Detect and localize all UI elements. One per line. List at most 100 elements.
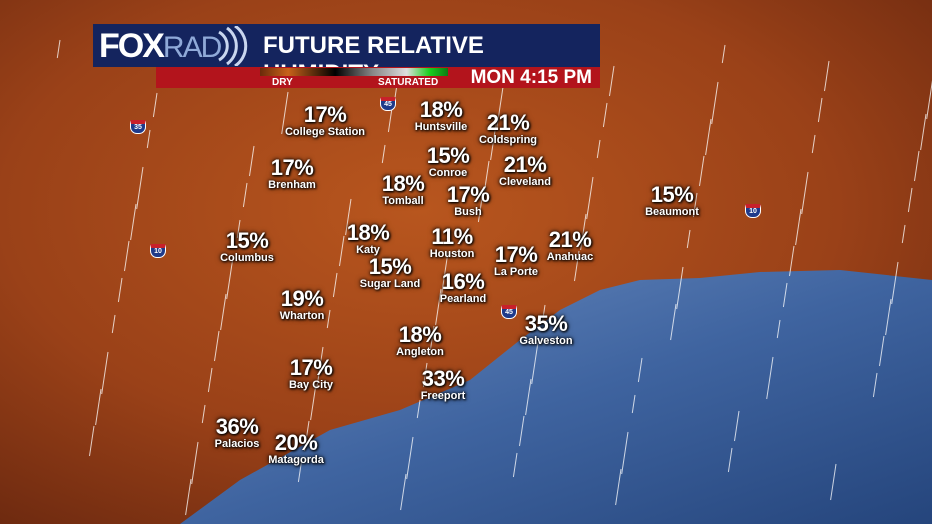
wind-arrows: [56, 39, 932, 516]
wind-arrow: [692, 192, 698, 218]
city-label: 15% Sugar Land: [360, 256, 421, 290]
city-name: Anahuac: [546, 251, 594, 263]
wind-arrow: [907, 187, 913, 213]
wind-arrow: [326, 309, 331, 329]
city-label: 15% Beaumont: [645, 184, 699, 218]
wind-arrow: [541, 304, 546, 324]
city-label: 11% Houston: [430, 226, 475, 260]
humidity-value: 15%: [650, 182, 694, 207]
wind-arrow: [441, 251, 449, 295]
city-name: Wharton: [279, 310, 325, 322]
city-name: Conroe: [428, 167, 468, 179]
city-name: Coldspring: [478, 134, 538, 146]
city-name: Sugar Land: [359, 278, 421, 290]
foxrad-logo: FOXRAD: [99, 27, 222, 65]
gulf-water: [180, 270, 932, 524]
humidity-value: 21%: [503, 152, 547, 177]
wind-arrow: [152, 92, 158, 118]
wind-arrow: [429, 325, 435, 357]
humidity-value: 21%: [486, 110, 530, 135]
city-label: 21% Cleveland: [499, 154, 551, 188]
radar-rings-icon: [218, 26, 248, 66]
wind-arrow: [519, 415, 525, 447]
wind-arrow: [705, 118, 712, 156]
humidity-value: 21%: [548, 227, 592, 252]
city-label: 18% Huntsville: [415, 99, 468, 133]
wind-arrow: [406, 436, 414, 480]
forecast-time: MON 4:15 PM: [470, 67, 592, 88]
city-label: 18% Katy: [347, 222, 390, 256]
wind-arrow: [914, 150, 920, 182]
wind-arrow: [310, 383, 317, 421]
wind-arrow: [124, 240, 130, 272]
wind-arrow: [872, 372, 878, 398]
wind-arrow: [609, 65, 615, 97]
city-label: 15% Columbus: [220, 230, 274, 264]
wind-arrow: [699, 155, 705, 187]
city-name: Cleveland: [499, 176, 551, 188]
wind-arrow: [101, 351, 109, 395]
wind-arrow: [891, 261, 899, 305]
city-label: 17% Brenham: [268, 157, 316, 191]
wind-arrow: [220, 293, 227, 331]
city-name: La Porte: [493, 266, 539, 278]
wind-arrow: [670, 303, 677, 341]
humidity-value: 18%: [398, 322, 442, 347]
interstate-shield-icon: 10: [745, 204, 761, 218]
wind-arrow: [316, 346, 324, 390]
wind-arrow: [766, 356, 774, 400]
interstate-shield-icon: 10: [150, 244, 166, 258]
humidity-value: 17%: [303, 102, 347, 127]
wind-arrow: [304, 420, 310, 452]
wind-arrow: [525, 378, 532, 416]
wind-arrow: [345, 198, 352, 236]
city-label: 21% Anahuac: [547, 229, 593, 263]
humidity-value: 17%: [289, 355, 333, 380]
wind-arrow: [811, 134, 816, 154]
wind-arrow: [776, 319, 781, 339]
city-name: Houston: [429, 248, 475, 260]
wind-arrow: [795, 208, 802, 246]
humidity-value: 17%: [270, 155, 314, 180]
humidity-value: 18%: [419, 97, 463, 122]
interstate-shield-icon: 45: [380, 97, 396, 111]
city-label: 19% Wharton: [280, 288, 325, 322]
wind-arrow: [191, 441, 199, 485]
wind-arrow: [920, 113, 927, 151]
wind-arrow: [512, 452, 518, 478]
city-label: 33% Freeport: [421, 368, 466, 402]
humidity-value: 15%: [426, 143, 470, 168]
wind-arrow: [297, 457, 303, 483]
city-label: 18% Tomball: [382, 173, 425, 207]
humidity-value: 18%: [346, 220, 390, 245]
wind-arrow: [727, 447, 733, 473]
wind-arrow: [801, 171, 809, 215]
city-name: Tomball: [382, 195, 424, 207]
wind-arrow: [676, 266, 684, 310]
wind-arrow: [782, 282, 788, 308]
interstate-shield-icon: 35: [130, 120, 146, 134]
city-name: Matagorda: [268, 454, 324, 466]
wind-arrow: [136, 166, 144, 210]
city-name: Angleton: [396, 346, 444, 358]
wind-arrow: [631, 394, 636, 414]
scale-label-dry: DRY: [272, 77, 293, 88]
humidity-value: 19%: [280, 286, 324, 311]
humidity-value: 15%: [225, 228, 269, 253]
humidity-color-scale: [260, 68, 448, 76]
wind-arrow: [185, 478, 192, 516]
wind-arrow: [496, 86, 504, 130]
city-name: Freeport: [420, 390, 466, 402]
wind-arrow: [236, 219, 241, 239]
city-name: College Station: [284, 126, 366, 138]
humidity-value: 33%: [421, 366, 465, 391]
wind-arrow: [381, 144, 386, 164]
wind-arrow: [574, 250, 580, 282]
scale-label-saturated: SATURATED: [378, 77, 439, 88]
humidity-value: 11%: [431, 224, 473, 249]
wind-arrow: [789, 245, 795, 277]
humidity-value: 17%: [446, 182, 490, 207]
city-label: 18% Angleton: [396, 324, 444, 358]
wind-arrow: [416, 399, 421, 419]
wind-arrow: [56, 39, 61, 59]
